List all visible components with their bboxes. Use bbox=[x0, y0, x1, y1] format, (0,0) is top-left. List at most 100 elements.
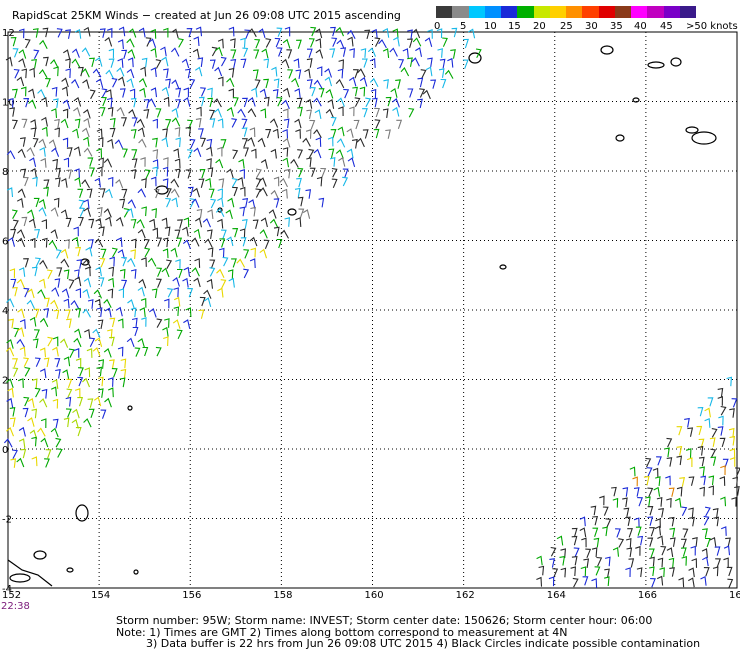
wind-barb bbox=[273, 198, 280, 208]
wind-barb bbox=[602, 506, 609, 516]
wind-barb bbox=[709, 437, 716, 447]
wind-barb bbox=[237, 177, 244, 187]
wind-barb bbox=[370, 88, 377, 99]
colorbar-label: 5 bbox=[460, 21, 467, 32]
wind-barb bbox=[23, 396, 30, 407]
x-tick-label: 168 bbox=[729, 590, 740, 601]
colorbar-segment bbox=[452, 6, 469, 18]
wind-barb bbox=[407, 38, 413, 48]
wind-barb bbox=[140, 66, 147, 77]
wind-barb bbox=[657, 535, 664, 546]
wind-barb bbox=[20, 137, 26, 147]
wind-barb bbox=[63, 417, 70, 428]
wind-barb bbox=[79, 207, 86, 217]
wind-barb bbox=[130, 249, 137, 260]
wind-barb bbox=[206, 138, 213, 149]
wind-barb bbox=[39, 259, 48, 269]
wind-barb bbox=[117, 58, 124, 68]
wind-barb bbox=[73, 97, 82, 107]
wind-barb bbox=[115, 216, 124, 227]
wind-barb bbox=[89, 57, 95, 68]
wind-barb bbox=[71, 48, 80, 58]
wind-barb bbox=[116, 67, 125, 77]
wind-barb bbox=[294, 88, 301, 98]
wind-barb bbox=[717, 426, 724, 436]
wind-barb bbox=[109, 336, 115, 347]
wind-barb bbox=[632, 476, 638, 487]
wind-barb bbox=[207, 209, 214, 219]
wind-barb bbox=[249, 258, 256, 269]
wind-barb bbox=[5, 56, 13, 67]
wind-barb bbox=[329, 48, 336, 58]
wind-barb bbox=[18, 378, 24, 388]
wind-barb bbox=[50, 299, 59, 310]
wind-barb bbox=[97, 376, 104, 387]
wind-barb bbox=[656, 456, 662, 466]
wind-barb bbox=[315, 28, 323, 39]
wind-barb bbox=[282, 108, 289, 119]
wind-barb bbox=[82, 308, 91, 318]
wind-barb bbox=[643, 475, 650, 486]
wind-barb bbox=[74, 118, 81, 129]
wind-barb bbox=[75, 427, 82, 437]
wind-barb bbox=[396, 119, 403, 129]
wind-barb bbox=[602, 526, 608, 537]
wind-barb bbox=[44, 458, 50, 468]
wind-barb bbox=[200, 87, 207, 97]
wind-barb bbox=[150, 67, 157, 77]
wind-barb bbox=[75, 288, 82, 298]
wind-barb bbox=[196, 208, 203, 219]
wind-barb bbox=[656, 575, 664, 586]
wind-barb bbox=[681, 538, 687, 548]
wind-barb bbox=[164, 226, 171, 237]
wind-barb bbox=[143, 238, 150, 249]
wind-barb bbox=[175, 259, 181, 269]
wind-barb bbox=[327, 136, 334, 147]
wind-barb bbox=[177, 219, 183, 229]
wind-barb bbox=[176, 237, 183, 247]
wind-barb bbox=[392, 28, 399, 39]
wind-barb bbox=[108, 277, 115, 288]
wind-barb bbox=[119, 88, 126, 98]
wind-barb bbox=[103, 208, 112, 218]
wind-barb bbox=[611, 486, 617, 497]
wind-barb bbox=[571, 527, 578, 538]
wind-barb bbox=[336, 138, 346, 148]
wind-barb bbox=[31, 58, 37, 69]
wind-barb bbox=[664, 447, 670, 458]
wind-barb bbox=[41, 219, 48, 229]
wind-barb bbox=[195, 217, 203, 228]
wind-barb bbox=[200, 137, 207, 148]
wind-barb bbox=[96, 207, 103, 217]
wind-barb bbox=[228, 26, 235, 37]
wind-barb bbox=[437, 48, 443, 58]
wind-barb bbox=[367, 47, 377, 57]
wind-barb bbox=[31, 436, 37, 447]
island-outline bbox=[632, 97, 640, 103]
wind-barb bbox=[655, 518, 661, 528]
wind-barb bbox=[187, 186, 194, 197]
wind-barb bbox=[31, 378, 38, 389]
wind-barb bbox=[325, 108, 335, 119]
wind-barb bbox=[28, 99, 37, 109]
colorbar-label: 20 bbox=[533, 21, 546, 32]
wind-barb bbox=[622, 497, 628, 508]
wind-barb bbox=[708, 475, 715, 486]
wind-barb bbox=[130, 238, 137, 249]
wind-barb bbox=[700, 475, 707, 486]
wind-barb bbox=[685, 448, 692, 458]
wind-barb bbox=[171, 117, 181, 127]
wind-barb bbox=[60, 118, 69, 129]
wind-barb bbox=[214, 66, 223, 77]
wind-barb bbox=[152, 137, 158, 148]
wind-barb bbox=[645, 496, 651, 507]
wind-speed-colorbar bbox=[436, 6, 696, 18]
wind-barb bbox=[354, 97, 361, 107]
wind-barb bbox=[152, 149, 159, 159]
wind-barb bbox=[198, 309, 205, 319]
wind-barb bbox=[291, 77, 300, 88]
wind-barb bbox=[412, 37, 422, 47]
wind-barb bbox=[120, 368, 127, 379]
wind-barb bbox=[74, 328, 82, 339]
wind-barb bbox=[331, 178, 338, 189]
